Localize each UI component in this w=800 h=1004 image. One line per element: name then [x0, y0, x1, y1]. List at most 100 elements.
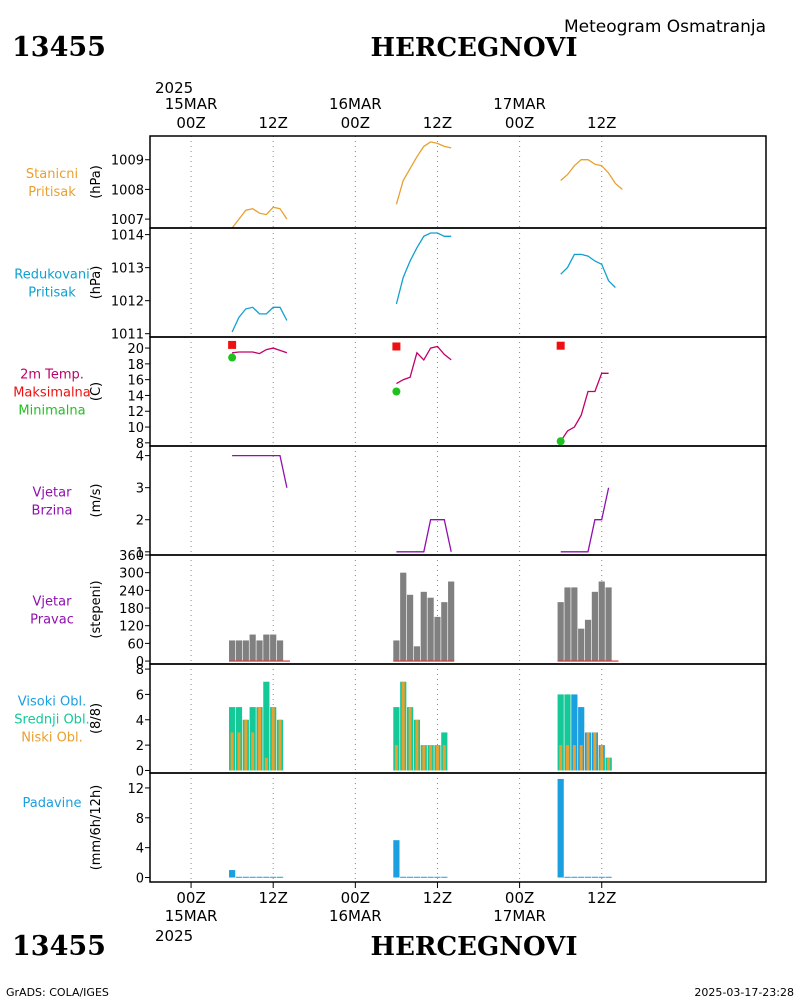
bar [564, 587, 571, 662]
bar [598, 876, 605, 878]
bar [256, 876, 263, 878]
cloud-low-bar [442, 745, 446, 771]
bar [578, 628, 585, 662]
max-temp-marker [556, 341, 565, 350]
y-tick-label: 0 [136, 655, 144, 670]
cloud-low-bar [607, 757, 611, 771]
cloud-low-bar [593, 732, 597, 771]
panel-vjetar_brzina: 1 2 3 4 (m/s) Vjetar Brzina [32, 445, 767, 561]
bar [448, 581, 455, 662]
y-tick-label: 2 [136, 514, 144, 529]
series-line [395, 141, 452, 205]
bottom-day-label: 15MAR [165, 907, 218, 925]
bar [420, 876, 427, 878]
header-station-name: HERCEGNOVI [371, 33, 578, 63]
footer-station-id: 13455 [12, 931, 106, 962]
series-line [560, 372, 609, 442]
panel-label: Pritisak [28, 185, 76, 200]
bar [400, 876, 407, 878]
bar [427, 876, 434, 878]
panel-label: Brzina [32, 504, 73, 519]
top-hour-label: 12Z [259, 114, 288, 132]
y-tick-label: 2 [136, 739, 144, 754]
header-subtitle: Meteogram Osmatranja [564, 17, 766, 37]
series-line [396, 519, 452, 553]
bar [584, 876, 592, 878]
cloud-mid-bar [393, 707, 400, 771]
bottom-hour-label: 00Z [176, 889, 205, 907]
y-axis-label: (stepeni) [89, 580, 104, 638]
y-tick-label: 0 [136, 764, 144, 779]
bar [256, 640, 263, 662]
y-tick-label: 240 [119, 584, 144, 599]
series-line [395, 232, 452, 305]
bar [605, 587, 612, 662]
bar [557, 778, 564, 878]
y-tick-label: 18 [127, 358, 144, 373]
y-axis-label: (m/s) [89, 484, 104, 518]
cloud-mid-bar [557, 694, 564, 771]
bottom-day-label: 16MAR [329, 907, 382, 925]
cloud-low-bar [579, 745, 583, 771]
bar [441, 876, 448, 878]
series-line [232, 454, 288, 488]
panel-frame [149, 227, 767, 338]
panel-frame [149, 554, 767, 665]
bar [400, 572, 407, 662]
cloud-low-bar [230, 732, 234, 771]
series-line [231, 206, 288, 229]
panel-label: Minimalna [18, 404, 85, 419]
panel-label: Vjetar [33, 486, 73, 501]
min-temp-marker [392, 387, 401, 396]
cloud-low-bar [422, 745, 426, 771]
top-day-label: 16MAR [329, 95, 382, 113]
cloud-low-bar [278, 719, 282, 771]
bar [427, 597, 434, 662]
y-tick-label: 4 [136, 842, 144, 857]
header-year: 2025 [155, 79, 193, 97]
panel-label: Vjetar [33, 595, 73, 610]
y-tick-label: 16 [127, 374, 144, 389]
y-tick-label: 12 [127, 405, 144, 420]
panel-frame [149, 445, 767, 556]
bottom-hour-label: 12Z [259, 889, 288, 907]
y-tick-label: 6 [136, 688, 144, 703]
y-axis-label: (mm/6h/12h) [89, 785, 104, 871]
cloud-low-bar [566, 745, 570, 771]
panel-redukovani: 1011 1012 1013 1014 (hPa)Redukovani Pritisak [14, 227, 767, 343]
plot-area: 15MAR15MAR16MAR16MAR17MAR17MAR00Z00Z12Z1… [13, 95, 767, 925]
cloud-low-bar [394, 745, 398, 771]
panel-label: Padavine [23, 796, 82, 811]
panel-vjetar_pravac: 0 60 120 180 240 300 360 (stepeni) Vjetar Pravac [30, 549, 767, 670]
bar [584, 619, 592, 662]
y-tick-label: 1008 [111, 183, 144, 198]
bar [571, 587, 578, 662]
cloud-low-bar [435, 745, 439, 771]
bottom-hour-label: 00Z [505, 889, 534, 907]
footer-credit: GrADS: COLA/IGES [6, 986, 109, 999]
bar [598, 581, 605, 662]
bar [406, 594, 414, 662]
top-day-label: 15MAR [165, 95, 218, 113]
y-tick-label: 0 [136, 872, 144, 887]
top-hour-label: 00Z [341, 114, 370, 132]
panel-label: Pravac [30, 613, 74, 628]
bar [578, 876, 585, 878]
panel-stanicni: 1007 1008 1009 (hPa) Stanicni Pritisak [26, 135, 767, 229]
bar [242, 640, 249, 662]
top-hour-label: 12Z [587, 114, 616, 132]
cloud-low-bar [559, 745, 563, 771]
bar [605, 876, 612, 878]
bottom-hour-label: 00Z [341, 889, 370, 907]
y-tick-label: 14 [127, 389, 144, 404]
top-hour-label: 00Z [176, 114, 205, 132]
bar [249, 634, 256, 662]
y-axis-label: (hPa) [89, 266, 104, 300]
bar [406, 876, 414, 878]
y-tick-label: 4 [136, 714, 144, 729]
bottom-hour-label: 12Z [423, 889, 452, 907]
cloud-high-bar [578, 707, 585, 771]
footer-station-name: HERCEGNOVI [371, 932, 578, 962]
